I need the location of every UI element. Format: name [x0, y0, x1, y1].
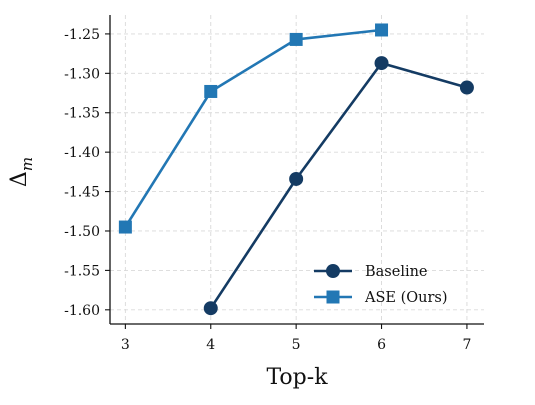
legend-ase-ours-marker: [326, 290, 340, 304]
y-tick-label: -1.60: [64, 303, 100, 319]
ase-ours-point: [118, 220, 132, 234]
y-tick-label: -1.45: [64, 185, 100, 201]
y-tick-label: -1.30: [64, 66, 100, 82]
y-tick-label: -1.50: [64, 224, 100, 240]
baseline-point: [289, 171, 304, 186]
x-tick-label: 7: [462, 337, 471, 353]
y-tick-label: -1.35: [64, 106, 100, 122]
y-tick-label: -1.40: [64, 145, 100, 161]
y-tick-label: -1.25: [64, 27, 100, 43]
y-tick-label: -1.55: [64, 263, 100, 279]
x-axis-title: Top-k: [266, 365, 328, 390]
baseline-line: [209, 61, 468, 309]
ase-ours-point: [375, 23, 389, 37]
baseline-point: [203, 301, 218, 316]
axes: [109, 15, 484, 325]
legend: Baseline ASE (Ours): [314, 264, 448, 306]
y-axis-title: Δm: [7, 157, 36, 187]
y-axis-title-subscript: m: [18, 157, 36, 171]
baseline-point: [374, 56, 389, 71]
x-tick-label: 5: [292, 337, 301, 353]
legend-ase-ours-label: ASE (Ours): [364, 290, 448, 306]
x-tick-label: 6: [377, 337, 386, 353]
y-ticks: -1.25 -1.30 -1.35 -1.40 -1.45 -1.50 -1.55 -1.60: [64, 27, 110, 319]
x-tick-label: 4: [206, 337, 215, 353]
series-group: [118, 23, 474, 316]
x-ticks: 3 4 5 6 7: [121, 324, 471, 353]
ase-ours-line: [124, 28, 382, 228]
ase-ours-point: [204, 84, 218, 98]
grid: [110, 15, 484, 324]
baseline-point: [459, 80, 474, 95]
legend-baseline-marker: [326, 264, 340, 278]
y-axis-title-symbol: Δ: [7, 171, 32, 187]
x-tick-label: 3: [121, 337, 130, 353]
legend-baseline-label: Baseline: [365, 264, 428, 280]
ase-ours-point: [289, 32, 303, 46]
